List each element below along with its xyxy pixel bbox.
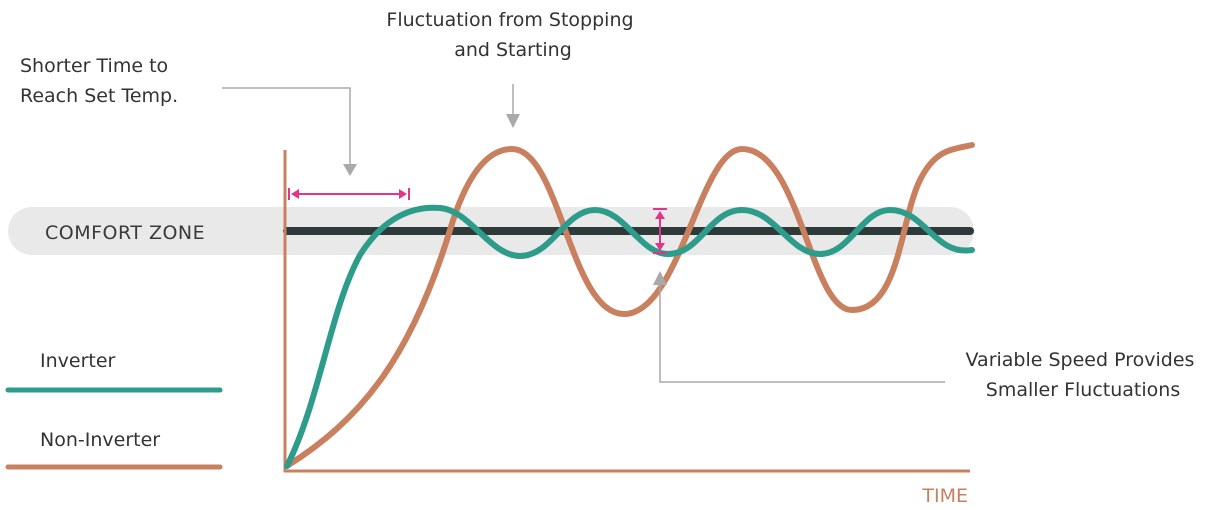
fluctuation-annotation: Fluctuation from Stopping and Starting (386, 9, 639, 61)
shorter-time-line-2: Reach Set Temp. (20, 85, 178, 107)
x-axis-label: TIME (921, 485, 968, 506)
legend: Inverter Non-Inverter (5, 350, 223, 470)
legend-label-non-inverter: Non-Inverter (40, 429, 160, 451)
shorter-time-line-1: Shorter Time to (20, 55, 168, 77)
shorter-time-annotation: Shorter Time to Reach Set Temp. (20, 55, 178, 107)
legend-label-inverter: Inverter (40, 350, 116, 372)
inverter-curve (284, 204, 975, 469)
fluctuation-pointer (506, 84, 520, 128)
variable-speed-annotation: Variable Speed Provides Smaller Fluctuat… (966, 349, 1201, 401)
time-to-setpoint-marker (288, 188, 410, 200)
fluctuation-line-1: Fluctuation from Stopping (386, 9, 633, 31)
variable-speed-line-2: Smaller Fluctuations (986, 379, 1180, 401)
non-inverter-curve (284, 142, 975, 469)
fluctuation-line-2: and Starting (454, 39, 572, 61)
fluctuation-amplitude-marker (653, 208, 667, 254)
comfort-zone-label: COMFORT ZONE (45, 222, 205, 244)
variable-speed-line-1: Variable Speed Provides (966, 349, 1195, 371)
shorter-time-pointer (222, 87, 357, 176)
variable-speed-pointer (653, 271, 945, 383)
